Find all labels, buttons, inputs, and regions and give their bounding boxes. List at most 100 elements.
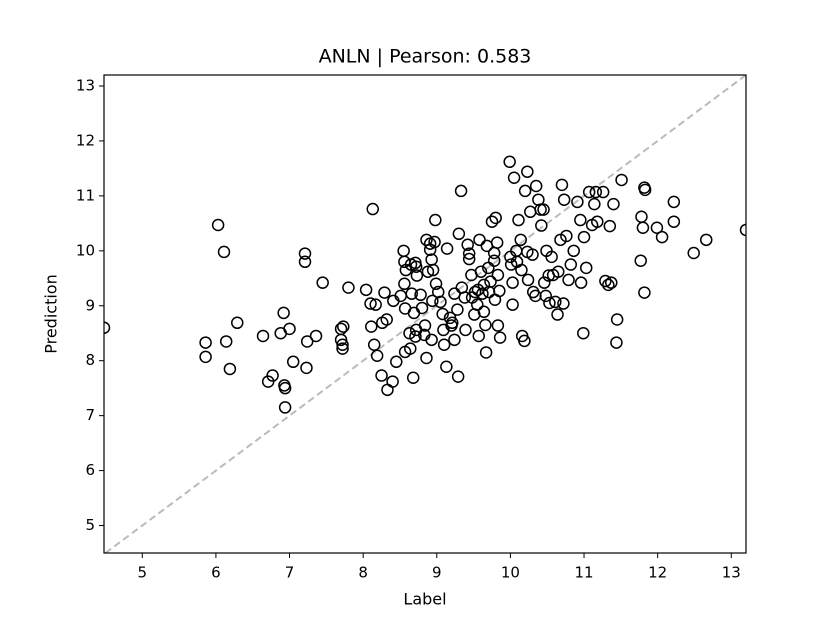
x-tick-label: 9 bbox=[432, 564, 442, 582]
scatter-point bbox=[278, 381, 292, 395]
scatter-point bbox=[266, 369, 279, 382]
scatter-point bbox=[404, 342, 417, 355]
scatter-point bbox=[223, 362, 237, 376]
scatter-point bbox=[538, 276, 551, 289]
scatter-point bbox=[316, 276, 329, 289]
scatter-point bbox=[571, 195, 584, 209]
scatter-point bbox=[479, 318, 492, 332]
scatter-point bbox=[409, 330, 422, 343]
x-tick-label: 5 bbox=[138, 564, 148, 582]
y-tick-label: 9 bbox=[85, 296, 95, 314]
x-tick-label: 8 bbox=[358, 564, 368, 582]
x-tick-label: 13 bbox=[722, 564, 741, 582]
scatter-point bbox=[211, 218, 225, 232]
scatter-point bbox=[256, 329, 270, 343]
scatter-point bbox=[451, 303, 464, 316]
scatter-point bbox=[577, 326, 590, 340]
y-tick-label: 6 bbox=[85, 461, 95, 479]
scatter-point bbox=[582, 185, 596, 199]
scatter-point bbox=[436, 307, 449, 321]
scatter-point bbox=[298, 255, 312, 269]
scatter-point bbox=[414, 288, 427, 302]
scatter-point bbox=[638, 286, 651, 299]
scatter-point bbox=[471, 298, 484, 311]
scatter-point bbox=[420, 351, 433, 365]
scatter-point bbox=[359, 283, 373, 297]
scatter-point bbox=[415, 301, 429, 315]
scatter-point bbox=[562, 273, 575, 287]
plot-area bbox=[104, 75, 746, 553]
scatter-point bbox=[512, 213, 525, 227]
y-tick-label: 5 bbox=[85, 516, 95, 534]
scatter-point bbox=[365, 320, 378, 333]
scatter-point bbox=[687, 246, 700, 260]
scatter-point bbox=[440, 360, 453, 373]
scatter-point bbox=[521, 273, 535, 287]
scatter-point bbox=[397, 244, 410, 258]
scatter-point bbox=[448, 333, 461, 347]
scatter-point bbox=[429, 213, 442, 227]
diagonal-reference bbox=[104, 75, 746, 553]
scatter-point bbox=[557, 297, 570, 310]
y-axis-label: Prediction bbox=[42, 274, 61, 353]
scatter-point bbox=[490, 236, 504, 249]
scatter-point bbox=[564, 258, 578, 271]
scatter-point bbox=[286, 355, 300, 369]
scatter-point bbox=[283, 322, 296, 336]
scatter-point bbox=[369, 298, 382, 311]
scatter-point bbox=[555, 178, 569, 192]
scatter-point bbox=[462, 247, 476, 260]
scatter-point bbox=[458, 291, 472, 304]
scatter-point bbox=[231, 316, 244, 330]
scatter-point bbox=[535, 219, 548, 232]
y-tick-label: 13 bbox=[76, 76, 95, 94]
scatter-point bbox=[474, 265, 488, 278]
scatter-point bbox=[451, 370, 465, 383]
scatter-point bbox=[298, 247, 312, 260]
scatter-point bbox=[589, 185, 603, 199]
scatter-point bbox=[514, 233, 527, 247]
scatter-point bbox=[603, 219, 617, 233]
scatter-point bbox=[472, 329, 485, 343]
scatter-point bbox=[300, 335, 314, 348]
scatter-point bbox=[452, 227, 466, 241]
scatter-point bbox=[380, 313, 393, 326]
scatter-point bbox=[739, 223, 746, 237]
x-tick-label: 10 bbox=[501, 564, 520, 582]
scatter-point bbox=[484, 275, 497, 288]
scatter-point bbox=[337, 320, 350, 333]
scatter-point bbox=[638, 183, 652, 197]
scatter-point bbox=[477, 305, 491, 319]
scatter-point bbox=[405, 287, 418, 300]
scatter-point bbox=[336, 338, 349, 352]
scatter-point bbox=[526, 248, 539, 261]
scatter-point bbox=[507, 171, 521, 184]
scatter-point bbox=[429, 277, 443, 291]
x-axis-label: Label bbox=[403, 590, 446, 609]
scatter-point bbox=[560, 229, 573, 243]
scatter-point bbox=[574, 276, 588, 289]
scatter-point bbox=[278, 401, 292, 414]
scatter-point bbox=[636, 221, 650, 234]
scatter-point bbox=[364, 297, 377, 310]
scatter-point bbox=[521, 165, 534, 178]
scatter-point bbox=[493, 331, 507, 344]
scatter-point bbox=[551, 308, 564, 321]
scatter-point bbox=[537, 203, 550, 216]
scatter-point bbox=[518, 334, 531, 348]
scatter-point bbox=[440, 242, 454, 255]
scatter-point bbox=[577, 230, 591, 244]
scatter-point bbox=[579, 261, 593, 275]
scatter-point bbox=[434, 295, 447, 309]
scatter-point bbox=[503, 155, 516, 169]
scatter-point bbox=[406, 371, 420, 384]
chart-title: ANLN | Pearson: 0.583 bbox=[319, 46, 532, 68]
scatter-point bbox=[462, 252, 476, 266]
scatter-point bbox=[491, 268, 505, 282]
scatter-point bbox=[487, 254, 501, 267]
scatter-point bbox=[375, 369, 388, 382]
scatter-point bbox=[398, 277, 411, 291]
scatter-point bbox=[493, 284, 506, 298]
scatter-point bbox=[506, 298, 519, 311]
